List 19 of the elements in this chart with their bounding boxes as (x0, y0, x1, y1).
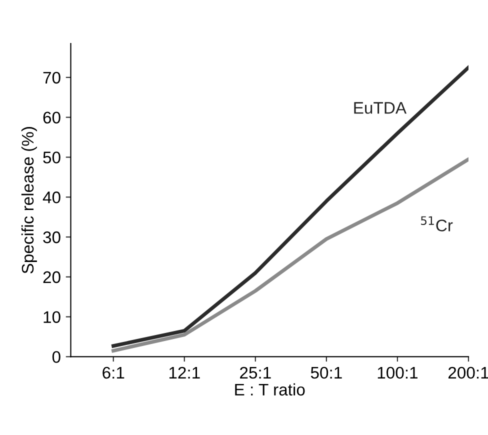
y-tick-label: 40 (42, 192, 60, 204)
x-tick-label: 100:1 (378, 366, 418, 379)
x-axis-title: E : T ratio (235, 383, 305, 396)
y-tick-label: 60 (43, 112, 60, 124)
x-tick-label: 25:1 (240, 366, 271, 379)
y-tick-label: 10 (44, 311, 60, 324)
line-series (112, 157, 468, 353)
y-axis-title: Specific release (%) (21, 127, 37, 274)
series-label: EuTDA (354, 102, 407, 114)
x-tick-label: 50:1 (310, 366, 342, 379)
x-tick-label: 6:1 (102, 366, 124, 379)
x-tick-label: 12:1 (169, 366, 200, 378)
y-tick-label: 30 (43, 231, 60, 244)
series-label: $^{51}$Cr (420, 216, 453, 232)
y-tick-label: 20 (43, 271, 60, 284)
line-series (112, 66, 468, 348)
y-tick-label: 0 (52, 351, 60, 363)
y-tick-label: 70 (43, 72, 60, 84)
y-tick-label: 50 (43, 152, 60, 164)
